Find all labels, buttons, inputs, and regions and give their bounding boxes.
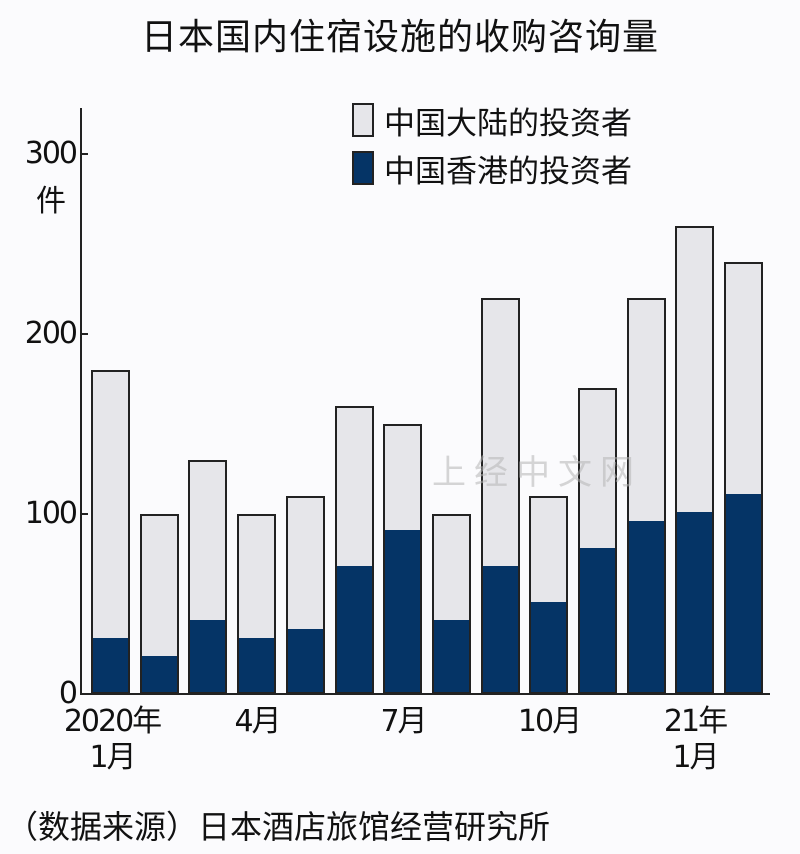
bar-segment-mainland xyxy=(433,516,469,624)
bar-segment-mainland xyxy=(531,498,567,606)
legend: 中国大陆的投资者 中国香港的投资者 xyxy=(352,96,632,192)
bar-2020-11 xyxy=(578,388,617,694)
bar-segment-mainland xyxy=(677,228,713,516)
bar-segment-mainland xyxy=(482,300,518,570)
bar-2020-12 xyxy=(626,298,666,694)
bar-segment-hongkong xyxy=(287,629,323,692)
y-axis-unit: 件 xyxy=(36,184,66,219)
x-label-line1: 4月 xyxy=(234,704,281,739)
bar-segment-mainland xyxy=(190,462,226,624)
bar-segment-mainland xyxy=(628,300,664,525)
x-label-line1: 10月 xyxy=(517,704,582,739)
x-label-line2: 1月 xyxy=(672,740,719,775)
bar-segment-mainland xyxy=(580,390,615,552)
bar-segment-hongkong xyxy=(580,548,615,692)
chart-title: 日本国内住宿设施的收购咨询量 xyxy=(140,17,659,58)
legend-swatch-hongkong xyxy=(352,151,374,185)
bar-segment-hongkong xyxy=(531,602,567,692)
x-label-2020-jan: 2020年 1月 xyxy=(60,704,164,776)
bar-2020-07 xyxy=(383,424,423,694)
bar-2020-02 xyxy=(139,514,179,694)
y-label-0: 0 xyxy=(58,676,78,711)
bar-2020-03 xyxy=(188,460,228,694)
bar-segment-hongkong xyxy=(482,566,518,692)
legend-label-hongkong: 中国香港的投资者 xyxy=(384,153,632,190)
bar-2020-09 xyxy=(480,298,520,694)
x-label-oct: 10月 xyxy=(506,704,592,740)
bar-2021-02 xyxy=(724,262,764,694)
bar-segment-hongkong xyxy=(677,512,713,692)
y-tick-200 xyxy=(80,333,88,335)
y-label-200: 200 xyxy=(24,316,78,351)
y-label-100: 100 xyxy=(24,496,78,531)
y-axis-line xyxy=(80,108,82,695)
bar-segment-mainland xyxy=(141,516,177,660)
bar-2020-10 xyxy=(529,496,569,694)
bar-segment-hongkong xyxy=(93,638,128,692)
bar-segment-mainland xyxy=(287,498,323,633)
bar-2020-04 xyxy=(237,514,277,694)
bar-segment-hongkong xyxy=(239,638,275,692)
bar-segment-mainland xyxy=(239,516,275,642)
bar-2020-08 xyxy=(431,514,471,694)
legend-item-mainland: 中国大陆的投资者 xyxy=(352,96,632,144)
bar-segment-mainland xyxy=(385,426,421,534)
bar-segment-mainland xyxy=(336,408,372,570)
x-label-line1: 21年 xyxy=(663,704,728,739)
bar-2020-06 xyxy=(334,406,374,694)
bar-segment-hongkong xyxy=(190,620,226,692)
legend-label-mainland: 中国大陆的投资者 xyxy=(384,105,632,142)
x-label-line1: 2020年 xyxy=(63,704,162,739)
bar-segment-hongkong xyxy=(385,530,421,692)
bar-2021-01 xyxy=(675,226,715,694)
bar-segment-mainland xyxy=(726,264,762,498)
bar-2020-05 xyxy=(285,496,325,694)
legend-swatch-mainland xyxy=(352,103,374,137)
bar-segment-hongkong xyxy=(336,566,372,692)
y-tick-300 xyxy=(80,153,88,155)
x-label-jul: 7月 xyxy=(368,704,438,740)
x-axis-line xyxy=(80,693,770,695)
bar-segment-mainland xyxy=(93,372,128,642)
bar-segment-hongkong xyxy=(726,494,762,692)
bar-segment-hongkong xyxy=(433,620,469,692)
data-source-note: （数据来源）日本酒店旅馆经营研究所 xyxy=(6,808,551,846)
y-label-300: 300 xyxy=(24,136,78,171)
x-label-line1: 7月 xyxy=(380,704,427,739)
x-label-2021-jan: 21年 1月 xyxy=(650,704,740,776)
bar-2020-01 xyxy=(91,370,130,694)
bar-segment-hongkong xyxy=(628,521,664,692)
x-label-apr: 4月 xyxy=(222,704,292,740)
bar-segment-hongkong xyxy=(141,656,177,692)
x-label-line2: 1月 xyxy=(89,740,136,775)
legend-item-hongkong: 中国香港的投资者 xyxy=(352,144,632,192)
y-tick-100 xyxy=(80,513,88,515)
watermark: 上经中文网 xyxy=(432,453,642,493)
